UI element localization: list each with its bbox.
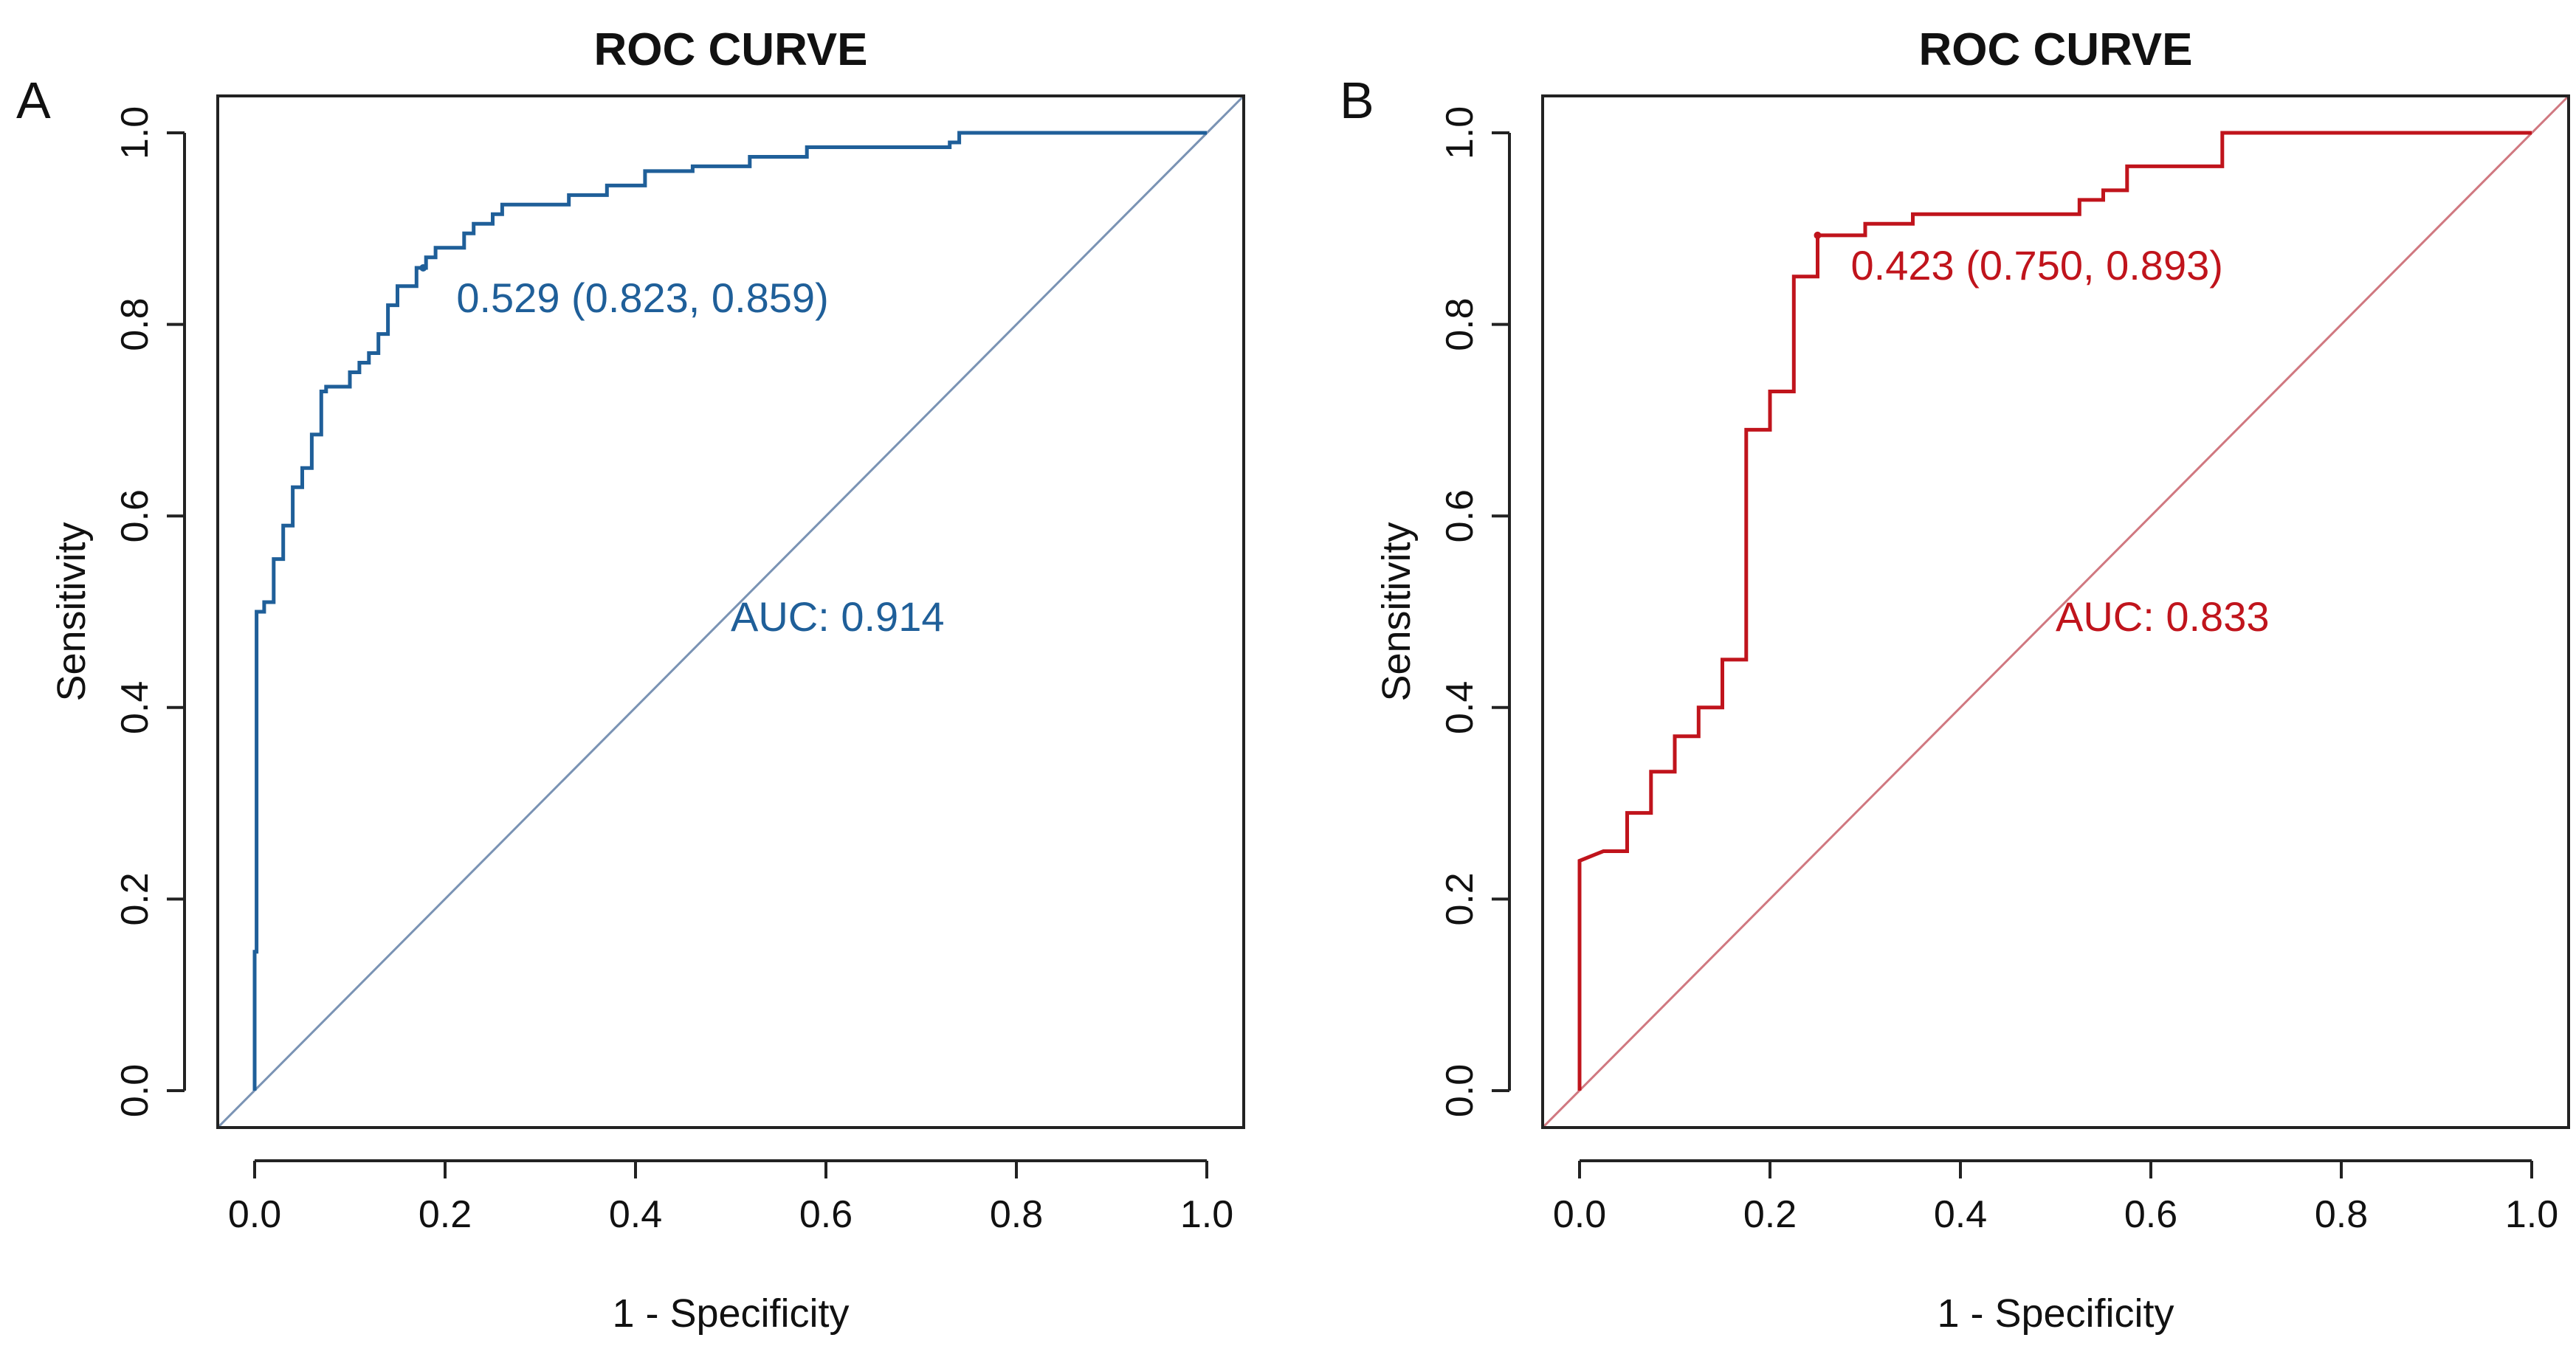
panel-letter: A [16, 72, 51, 129]
y-tick-label: 0.6 [1439, 489, 1481, 542]
y-axis-label: Sensitivity [1374, 522, 1419, 701]
roc-curve-line [1577, 131, 2532, 1091]
x-axis-label: 1 - Specificity [1937, 1291, 2174, 1336]
chart-title: ROC CURVE [594, 24, 868, 75]
x-tick-label: 0.2 [419, 1193, 472, 1236]
y-axis-label: Sensitivity [49, 522, 94, 701]
y-tick-label: 1.0 [1439, 106, 1481, 159]
threshold-label: 0.423 (0.750, 0.893) [1851, 242, 2223, 289]
y-tick-label: 0.2 [114, 872, 156, 925]
x-tick-label: 0.6 [2124, 1193, 2177, 1236]
diagonal-reference-line [1541, 94, 2570, 1129]
chart-title: ROC CURVE [1919, 24, 2193, 75]
panel-letter: B [1340, 72, 1374, 129]
auc-label: AUC: 0.833 [2056, 593, 2270, 640]
x-tick-label: 0.0 [228, 1193, 281, 1236]
x-tick-label: 0.0 [1553, 1193, 1606, 1236]
y-tick-label: 0.4 [114, 681, 156, 734]
plot-frame [1541, 94, 2570, 1129]
y-tick-label: 0.8 [114, 297, 156, 351]
y-tick-label: 0.0 [1439, 1064, 1481, 1117]
auc-label: AUC: 0.914 [731, 593, 945, 640]
diagonal-reference-line [216, 94, 1245, 1129]
x-tick-label: 0.8 [990, 1193, 1043, 1236]
x-tick-label: 0.2 [1743, 1193, 1797, 1236]
y-tick-label: 0.0 [114, 1064, 156, 1117]
y-tick-label: 1.0 [114, 106, 156, 159]
x-tick-label: 0.4 [1934, 1193, 1987, 1236]
y-tick-label: 0.6 [114, 489, 156, 542]
y-tick-label: 0.4 [1439, 681, 1481, 734]
roc-curve-line [252, 131, 1207, 1091]
x-axis-label: 1 - Specificity [612, 1291, 849, 1336]
x-tick-label: 0.6 [799, 1193, 853, 1236]
threshold-point [1814, 231, 1822, 239]
roc-panel-a: A ROC CURVE 0.529 (0.823, 0.859) AUC: 0.914… [16, 24, 1245, 1336]
x-tick-label: 0.4 [609, 1193, 662, 1236]
threshold-label: 0.529 (0.823, 0.859) [456, 275, 828, 321]
roc-panel-b: B ROC CURVE 0.423 (0.750, 0.893) AUC: 0.833… [1340, 24, 2570, 1336]
y-tick-label: 0.2 [1439, 872, 1481, 925]
x-tick-label: 1.0 [2505, 1193, 2558, 1236]
x-tick-label: 0.8 [2315, 1193, 2368, 1236]
threshold-point [419, 264, 427, 272]
y-tick-label: 0.8 [1439, 297, 1481, 351]
plot-frame [216, 94, 1245, 1129]
x-tick-label: 1.0 [1180, 1193, 1233, 1236]
